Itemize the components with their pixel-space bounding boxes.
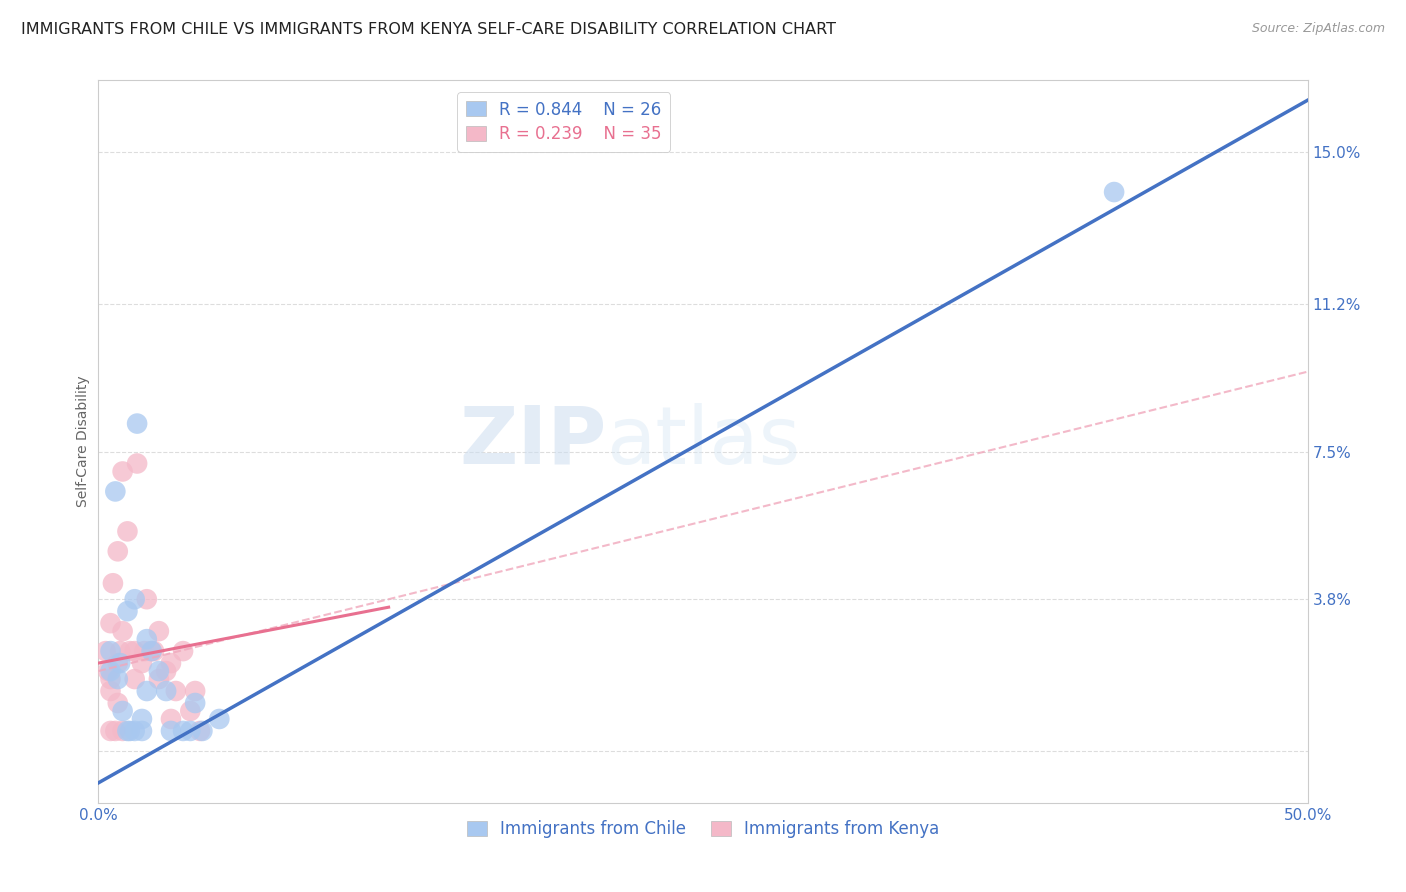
Point	[131, 656, 153, 670]
Point	[172, 723, 194, 738]
Text: atlas: atlas	[606, 402, 800, 481]
Point	[101, 576, 124, 591]
Point	[117, 723, 139, 738]
Point	[118, 723, 141, 738]
Point	[111, 465, 134, 479]
Point	[135, 684, 157, 698]
Point	[100, 723, 122, 738]
Point	[141, 644, 163, 658]
Point	[141, 644, 163, 658]
Text: Source: ZipAtlas.com: Source: ZipAtlas.com	[1251, 22, 1385, 36]
Point	[208, 712, 231, 726]
Point	[94, 644, 117, 658]
Legend: Immigrants from Chile, Immigrants from Kenya: Immigrants from Chile, Immigrants from K…	[460, 814, 946, 845]
Point	[148, 624, 170, 639]
Point	[97, 664, 120, 678]
Point	[108, 656, 131, 670]
Point	[100, 664, 122, 678]
Point	[104, 723, 127, 738]
Point	[108, 644, 131, 658]
Point	[179, 723, 201, 738]
Point	[107, 544, 129, 558]
Point	[188, 723, 211, 738]
Point	[124, 723, 146, 738]
Point	[104, 484, 127, 499]
Point	[127, 417, 149, 431]
Point	[1102, 185, 1125, 199]
Point	[111, 723, 134, 738]
Text: IMMIGRANTS FROM CHILE VS IMMIGRANTS FROM KENYA SELF-CARE DISABILITY CORRELATION : IMMIGRANTS FROM CHILE VS IMMIGRANTS FROM…	[21, 22, 837, 37]
Point	[165, 684, 187, 698]
Text: ZIP: ZIP	[458, 402, 606, 481]
Point	[127, 457, 149, 471]
Point	[148, 664, 170, 678]
Point	[191, 723, 214, 738]
Point	[184, 696, 207, 710]
Point	[148, 672, 170, 686]
Point	[135, 592, 157, 607]
Point	[100, 672, 122, 686]
Point	[143, 644, 166, 658]
Point	[135, 632, 157, 647]
Point	[131, 723, 153, 738]
Point	[100, 644, 122, 658]
Point	[124, 644, 146, 658]
Point	[111, 624, 134, 639]
Point	[179, 704, 201, 718]
Point	[172, 644, 194, 658]
Point	[124, 592, 146, 607]
Point	[155, 684, 177, 698]
Point	[184, 684, 207, 698]
Point	[155, 664, 177, 678]
Point	[107, 696, 129, 710]
Point	[100, 684, 122, 698]
Point	[107, 672, 129, 686]
Point	[160, 723, 183, 738]
Point	[118, 644, 141, 658]
Point	[117, 524, 139, 539]
Y-axis label: Self-Care Disability: Self-Care Disability	[76, 376, 90, 508]
Point	[111, 704, 134, 718]
Point	[131, 712, 153, 726]
Point	[107, 656, 129, 670]
Point	[160, 656, 183, 670]
Point	[100, 616, 122, 631]
Point	[117, 604, 139, 618]
Point	[160, 712, 183, 726]
Point	[124, 672, 146, 686]
Point	[134, 644, 156, 658]
